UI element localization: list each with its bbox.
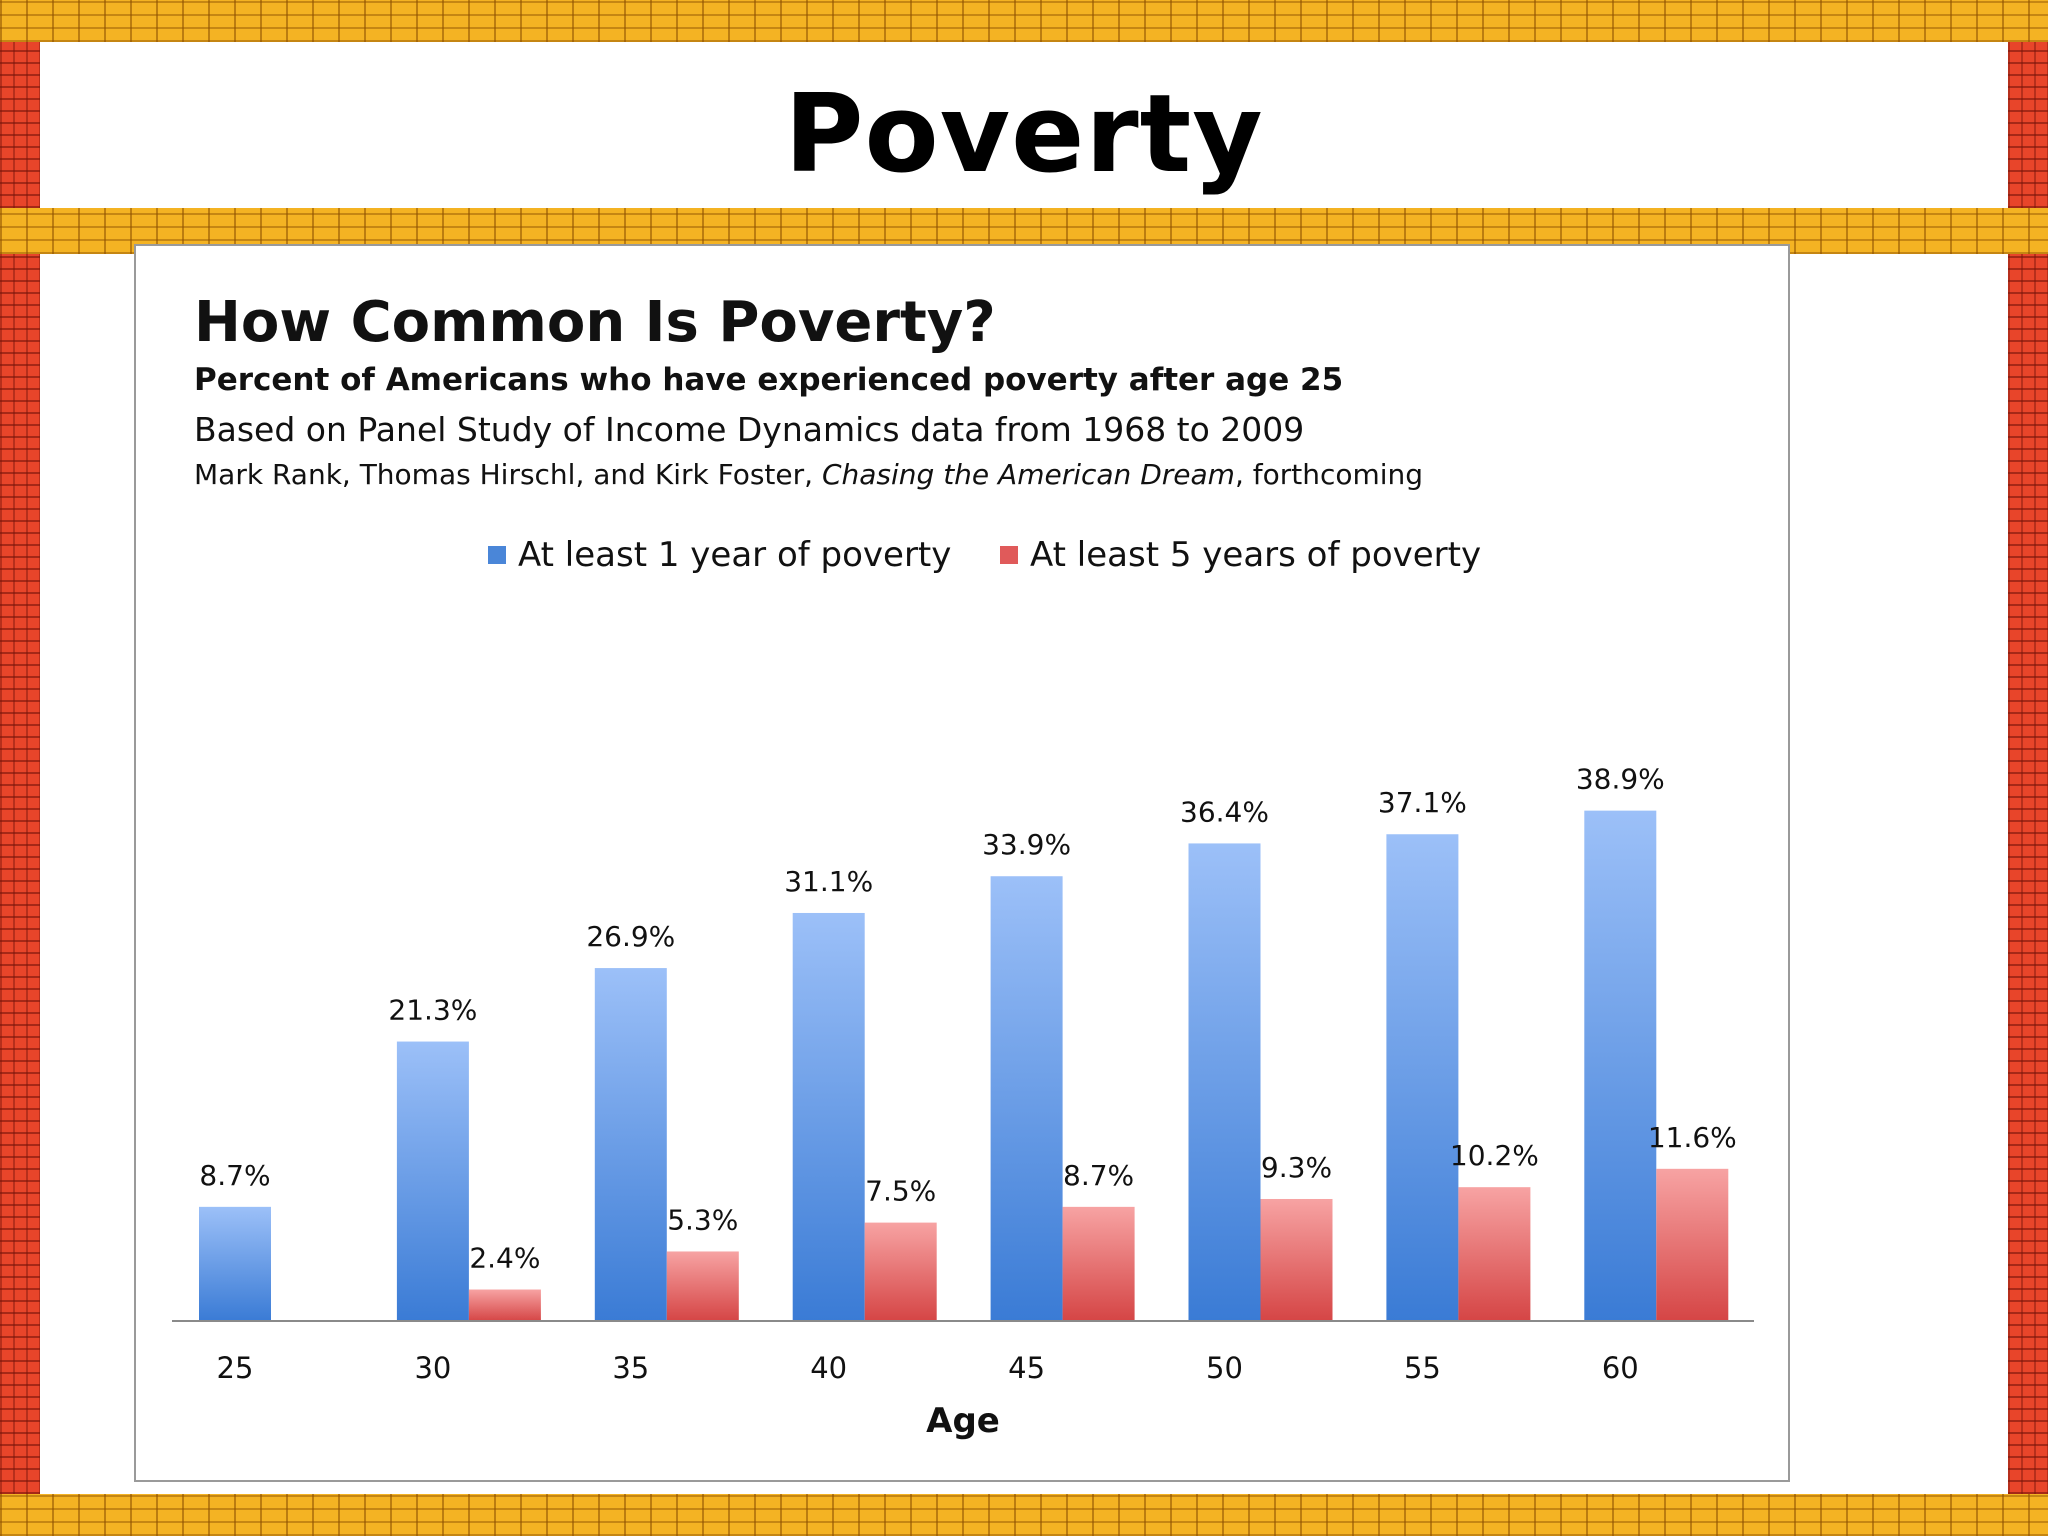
right-border bbox=[2008, 254, 2048, 1494]
data-label-5-years-age-30: 2.4% bbox=[469, 1242, 540, 1275]
data-label-1-year-age-30: 21.3% bbox=[388, 994, 477, 1027]
data-label-1-year-age-35: 26.9% bbox=[586, 920, 675, 953]
bar-1-year-age-25 bbox=[199, 1206, 271, 1321]
x-tick-label-40: 40 bbox=[810, 1351, 847, 1385]
chart-title: How Common Is Poverty? bbox=[194, 290, 996, 355]
data-label-5-years-age-45: 8.7% bbox=[1063, 1159, 1134, 1192]
legend-item-5-years: At least 5 years of poverty bbox=[1000, 535, 1481, 575]
x-tick-labels: 25 30 35 40 45 50 55 60 bbox=[217, 1351, 1639, 1385]
x-tick-label-45: 45 bbox=[1008, 1351, 1045, 1385]
data-label-1-year-age-60: 38.9% bbox=[1576, 763, 1665, 796]
data-label-5-years-age-60: 11.6% bbox=[1648, 1121, 1737, 1154]
bar-5-years-age-60 bbox=[1656, 1168, 1729, 1321]
legend-swatch-5-years bbox=[1000, 546, 1018, 564]
data-label-1-year-age-55: 37.1% bbox=[1378, 786, 1467, 819]
bar-5-years-age-30 bbox=[468, 1289, 541, 1321]
legend-swatch-1-year bbox=[488, 546, 506, 564]
bar-5-years-age-35 bbox=[666, 1251, 739, 1321]
citation-authors: Mark Rank, Thomas Hirschl, and Kirk Fost… bbox=[194, 458, 822, 491]
x-tick-label-50: 50 bbox=[1206, 1351, 1243, 1385]
citation-suffix: , forthcoming bbox=[1234, 458, 1424, 491]
x-tick-label-55: 55 bbox=[1404, 1351, 1441, 1385]
data-label-1-year-age-25: 8.7% bbox=[199, 1159, 270, 1192]
slide-title: Poverty bbox=[784, 72, 1264, 197]
bottom-border bbox=[0, 1494, 2048, 1536]
bar-1-year-age-35 bbox=[594, 968, 667, 1321]
bar-5-years-age-40 bbox=[864, 1222, 937, 1321]
data-label-5-years-age-55: 10.2% bbox=[1450, 1139, 1539, 1172]
bar-1-year-age-50 bbox=[1188, 843, 1261, 1321]
legend-label-5-years: At least 5 years of poverty bbox=[1030, 535, 1482, 575]
bars-group: 8.7% 21.3% 2.4% 26.9% 5.3% 31.1% 7.5% 33.9% 8.7%… bbox=[199, 763, 1737, 1321]
chart-source: Based on Panel Study of Income Dynamics … bbox=[194, 410, 1305, 449]
x-axis-label: Age bbox=[926, 1401, 1000, 1441]
x-tick-label-25: 25 bbox=[217, 1351, 254, 1385]
bar-1-year-age-60 bbox=[1584, 810, 1657, 1321]
x-tick-label-35: 35 bbox=[612, 1351, 649, 1385]
legend-label-1-year: At least 1 year of poverty bbox=[518, 535, 952, 575]
data-label-5-years-age-35: 5.3% bbox=[667, 1203, 738, 1236]
x-tick-label-60: 60 bbox=[1602, 1351, 1639, 1385]
legend-item-1-year: At least 1 year of poverty bbox=[488, 535, 951, 575]
data-label-1-year-age-50: 36.4% bbox=[1180, 795, 1269, 828]
bar-1-year-age-45 bbox=[990, 876, 1063, 1321]
data-label-5-years-age-50: 9.3% bbox=[1261, 1151, 1332, 1184]
data-label-1-year-age-40: 31.1% bbox=[784, 865, 873, 898]
chart-legend: At least 1 year of poverty At least 5 ye… bbox=[0, 535, 2048, 579]
top-border bbox=[0, 0, 2048, 42]
left-border-top bbox=[0, 42, 40, 208]
bar-1-year-age-55 bbox=[1386, 834, 1459, 1321]
bar-5-years-age-50 bbox=[1260, 1198, 1333, 1321]
title-banner: Poverty bbox=[40, 42, 2008, 208]
right-border-top bbox=[2008, 42, 2048, 208]
x-tick-label-30: 30 bbox=[414, 1351, 451, 1385]
bar-1-year-age-30 bbox=[396, 1041, 469, 1321]
left-border bbox=[0, 254, 40, 1494]
chart-subtitle: Percent of Americans who have experience… bbox=[194, 362, 1344, 398]
bar-5-years-age-55 bbox=[1458, 1187, 1531, 1321]
data-label-5-years-age-40: 7.5% bbox=[865, 1175, 936, 1208]
citation-book: Chasing the American Dream bbox=[821, 458, 1235, 491]
data-label-1-year-age-45: 33.9% bbox=[982, 828, 1071, 861]
chart-citation: Mark Rank, Thomas Hirschl, and Kirk Fost… bbox=[194, 458, 1423, 491]
bar-1-year-age-40 bbox=[792, 912, 865, 1321]
bar-5-years-age-45 bbox=[1062, 1206, 1135, 1321]
